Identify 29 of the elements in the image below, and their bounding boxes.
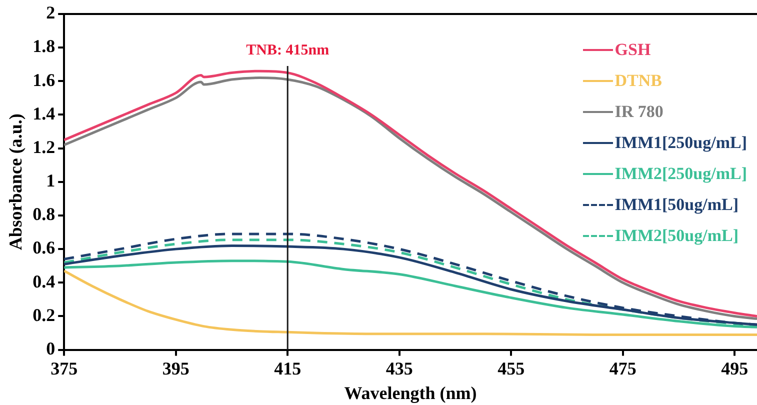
y-tick-label: 1.2 <box>32 136 56 157</box>
x-tick-label: 415 <box>274 358 302 378</box>
y-tick-label: 1.8 <box>32 36 56 56</box>
y-tick-label: 0.6 <box>32 238 56 258</box>
x-tick-label: 395 <box>162 358 190 378</box>
x-tick-label: 495 <box>721 358 748 378</box>
y-tick-label: 0.2 <box>32 304 56 325</box>
y-tick-label: 2 <box>46 2 56 23</box>
x-tick-label: 375 <box>50 358 78 378</box>
legend-label: IMM1[250ug/mL] <box>614 132 747 154</box>
legend-label: IR 780 <box>614 101 664 123</box>
line-series <box>64 270 757 336</box>
legend-label: IMM2[50ug/mL] <box>614 225 738 247</box>
y-tick-label: 1.4 <box>32 103 56 124</box>
ref-line-label: TNB: 415nm <box>246 42 330 58</box>
legend-label: DTNB <box>614 70 662 92</box>
y-tick-label: 1.6 <box>32 70 56 90</box>
x-axis-title: Wavelength (nm) <box>344 382 477 403</box>
y-tick-label: 0.8 <box>32 204 56 224</box>
x-tick-label: 475 <box>609 358 636 378</box>
legend-label: GSH <box>614 39 651 61</box>
y-tick-label: 0.4 <box>32 271 56 292</box>
y-axis-title: Absorbance (a.u.) <box>5 114 26 250</box>
x-tick-label: 435 <box>386 358 413 378</box>
x-tick-label: 455 <box>498 358 525 378</box>
y-tick-label: 0 <box>46 338 56 358</box>
legend-label: IMM2[250ug/mL] <box>614 163 747 185</box>
legend-label: IMM1[50ug/mL] <box>614 194 738 216</box>
y-tick-label: 1 <box>46 170 56 191</box>
